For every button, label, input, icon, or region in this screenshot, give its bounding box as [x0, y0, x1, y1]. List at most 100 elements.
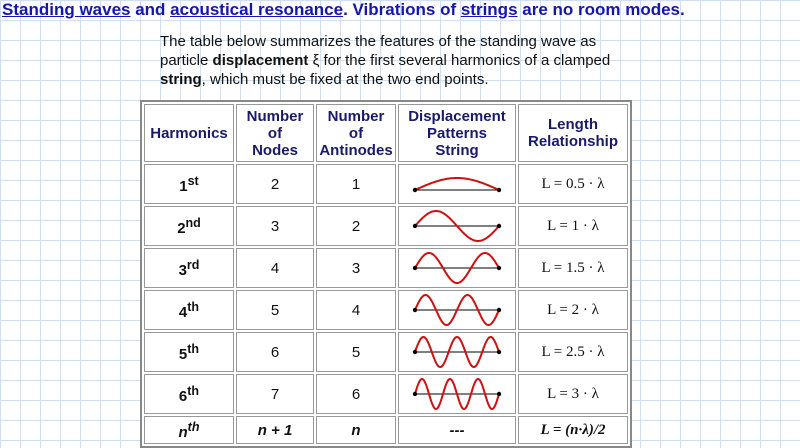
harmonic-number: 6 — [178, 387, 188, 405]
harmonic-number: 4 — [178, 303, 188, 321]
header-line: Relationship — [527, 133, 618, 150]
wave — [414, 377, 500, 411]
header-line: of — [267, 124, 283, 142]
column-header: Harmonics — [144, 104, 234, 162]
intro-text: , which must be fixed at the two end poi… — [201, 71, 489, 88]
intro-bold: displacement — [212, 52, 309, 69]
pattern-cell: --- — [398, 416, 516, 444]
pattern-cell — [398, 248, 516, 288]
title: Standing waves and acoustical resonance.… — [2, 0, 685, 20]
header-line: Patterns — [426, 124, 488, 142]
harmonic-number: 3 — [178, 261, 187, 279]
header-line: Number — [327, 107, 385, 125]
end-point — [412, 391, 418, 397]
antinodes-cell: n — [316, 416, 396, 444]
antinodes-cell: 1 — [316, 164, 396, 204]
harmonic-suffix: nd — [185, 215, 201, 230]
harmonic-cell: 2nd — [144, 206, 234, 246]
column-header: Length Relationship — [518, 104, 628, 162]
antinodes-cell: 2 — [316, 206, 396, 246]
title-link[interactable]: acoustical resonance — [170, 0, 344, 19]
wave — [414, 177, 500, 191]
wave-pattern — [412, 210, 502, 242]
length-cell: L = 2 · λ — [518, 290, 628, 330]
header-line: Number — [246, 107, 304, 125]
harmonic-cell: 4th — [144, 290, 234, 330]
end-point — [412, 349, 418, 355]
pattern-cell — [398, 290, 516, 330]
wave-pattern — [412, 335, 502, 369]
harmonic-suffix: th — [187, 341, 200, 356]
column-header: Number of Nodes — [236, 104, 314, 162]
header-line: Harmonics — [150, 124, 228, 142]
harmonic-number: 5 — [178, 345, 188, 363]
end-point — [412, 265, 418, 271]
wave-pattern — [412, 177, 502, 193]
intro-text: The table below summarizes the features … — [160, 33, 597, 69]
harmonic-cell: 1st — [144, 164, 234, 204]
harmonic-number: 1 — [179, 177, 188, 195]
wave — [414, 335, 500, 369]
harmonic-suffix: th — [187, 383, 200, 398]
table-row: 4th 5 4 L = 2 · λ — [144, 290, 628, 330]
harmonic-suffix: rd — [186, 257, 200, 272]
wave — [414, 210, 500, 242]
table-row: 6th 7 6 L = 3 · λ — [144, 374, 628, 414]
harmonic-number: n — [178, 423, 188, 441]
end-point — [496, 349, 502, 355]
table-row: 3rd 4 3 L = 1.5 · λ — [144, 248, 628, 288]
harmonic-cell: 6th — [144, 374, 234, 414]
header-line: String — [435, 141, 479, 159]
pattern-cell — [398, 206, 516, 246]
nodes-cell: 5 — [236, 290, 314, 330]
end-point — [412, 187, 418, 193]
length-cell: L = 1 · λ — [518, 206, 628, 246]
length-cell: L = (n·λ)/2 — [518, 416, 628, 444]
end-point — [496, 391, 502, 397]
table-row: 2nd 3 2 L = 1 · λ — [144, 206, 628, 246]
nodes-cell: 7 — [236, 374, 314, 414]
antinodes-cell: 6 — [316, 374, 396, 414]
wave-pattern — [412, 293, 502, 327]
antinodes-cell: 3 — [316, 248, 396, 288]
title-text: . Vibrations of — [343, 0, 461, 19]
title-link[interactable]: strings — [460, 0, 518, 19]
end-point — [496, 265, 502, 271]
harmonic-cell: 3rd — [144, 248, 234, 288]
title-text: and — [130, 0, 171, 19]
header-line: Antinodes — [319, 141, 393, 159]
title-link[interactable]: Standing waves — [2, 0, 131, 19]
wave-pattern — [412, 377, 502, 411]
pattern-cell — [398, 374, 516, 414]
nodes-cell: 3 — [236, 206, 314, 246]
antinodes-cell: 5 — [316, 332, 396, 372]
length-cell: L = 3 · λ — [518, 374, 628, 414]
intro-text: ξ for the first several harmonics of a c… — [308, 52, 611, 69]
title-text: are no room modes. — [517, 0, 685, 19]
harmonic-suffix: th — [187, 419, 200, 434]
end-point — [496, 223, 502, 229]
intro: The table below summarizes the features … — [160, 32, 620, 89]
header-line: Displacement — [408, 107, 506, 125]
end-point — [412, 223, 418, 229]
harmonic-cell: 5th — [144, 332, 234, 372]
column-header: Number of Antinodes — [316, 104, 396, 162]
table-row: 1st 2 1 L = 0.5 · λ — [144, 164, 628, 204]
table-row: 5th 6 5 L = 2.5 · λ — [144, 332, 628, 372]
pattern-cell — [398, 332, 516, 372]
end-point — [496, 307, 502, 313]
wave — [414, 293, 500, 327]
end-point — [412, 307, 418, 313]
intro-bold: string — [160, 71, 202, 88]
antinodes-cell: 4 — [316, 290, 396, 330]
pattern-cell — [398, 164, 516, 204]
wave-pattern — [412, 252, 502, 284]
column-header: Displacement Patterns String — [398, 104, 516, 162]
nodes-cell: 6 — [236, 332, 314, 372]
harmonic-cell: nth — [144, 416, 234, 444]
nodes-cell: n + 1 — [236, 416, 314, 444]
length-cell: L = 1.5 · λ — [518, 248, 628, 288]
harmonic-number: 2 — [177, 219, 186, 237]
end-point — [496, 187, 502, 193]
table-row: nth n + 1 n --- L = (n·λ)/2 — [144, 416, 628, 444]
